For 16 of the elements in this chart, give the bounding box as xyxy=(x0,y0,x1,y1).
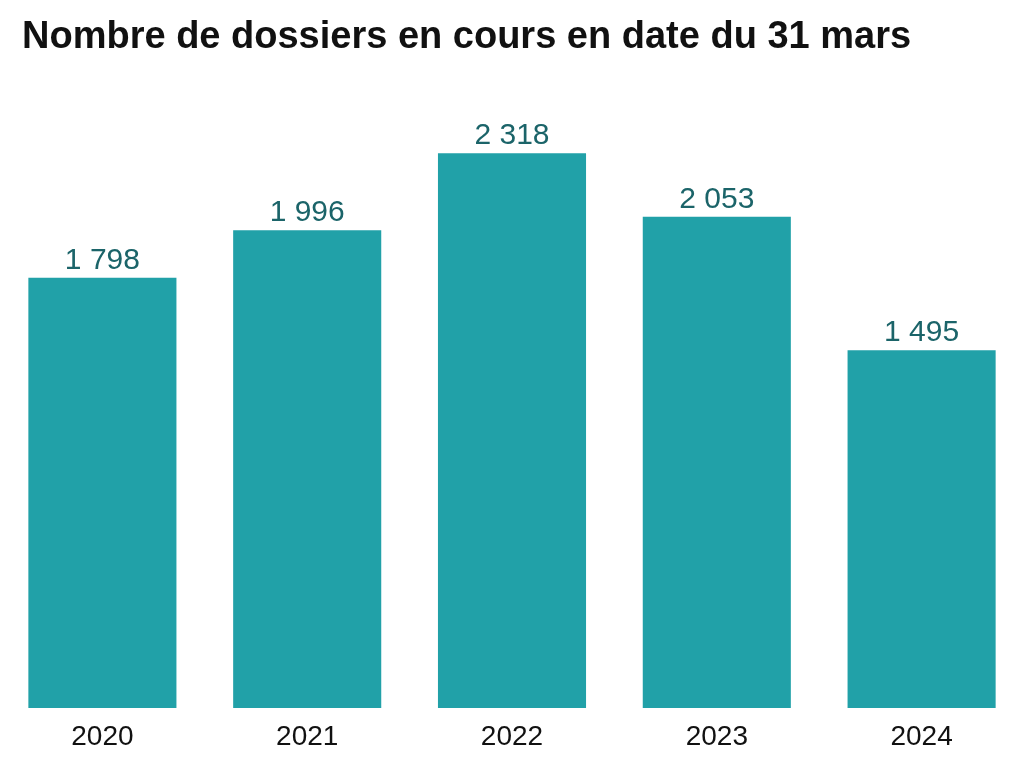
data-label: 1 798 xyxy=(64,241,140,275)
bar xyxy=(28,277,177,708)
bar xyxy=(233,230,382,708)
x-tick-label: 2024 xyxy=(890,720,953,751)
data-label: 2 053 xyxy=(679,180,755,214)
data-label: 1 495 xyxy=(884,314,960,348)
x-tick-label: 2022 xyxy=(480,720,544,751)
bar xyxy=(847,350,996,708)
bar xyxy=(437,153,587,708)
x-tick-label: 2023 xyxy=(685,720,748,751)
chart-title: Nombre de dossiers en cours en date du 31 mars xyxy=(22,14,912,57)
x-tick-label: 2020 xyxy=(71,720,134,751)
bar xyxy=(642,216,791,708)
data-label: 2 318 xyxy=(474,117,550,151)
data-label: 1 996 xyxy=(269,194,345,228)
x-tick-label: 2021 xyxy=(276,720,339,751)
